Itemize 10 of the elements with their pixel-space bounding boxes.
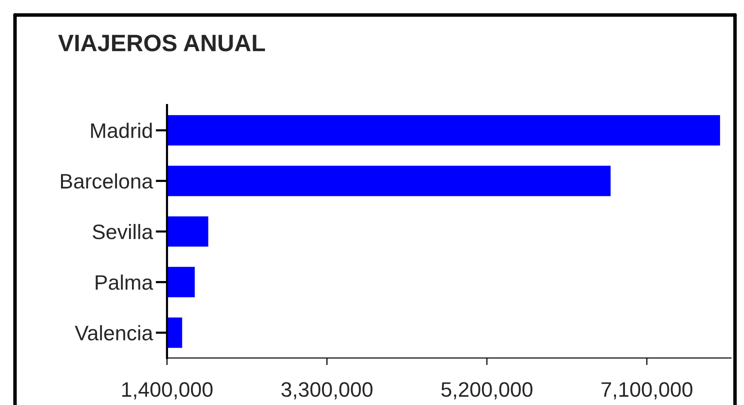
- y-tick-label: Sevilla: [92, 224, 154, 240]
- y-tick-label: Barcelona: [61, 173, 154, 189]
- chart-title: VIAJEROS ANUAL: [58, 34, 265, 52]
- y-tick-label: Palma: [96, 274, 154, 290]
- y-tick-label: Madrid: [91, 122, 152, 138]
- y-tick-label: Valencia: [74, 325, 154, 340]
- x-tick-label: 3,300,000: [281, 382, 372, 400]
- x-tick-label: 1,400,000: [122, 382, 213, 400]
- x-tick-label: 7,100,000: [602, 382, 692, 400]
- x-tick-label: 5,200,000: [441, 382, 532, 400]
